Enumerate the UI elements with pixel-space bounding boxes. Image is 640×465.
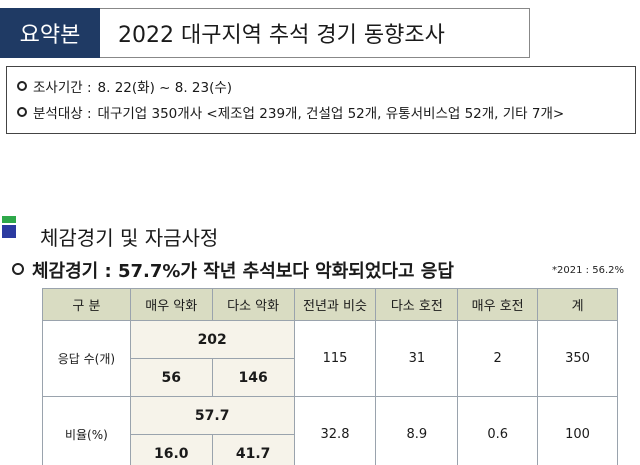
table-header-cell: 전년과 비슷 (293, 288, 377, 321)
section-title: 체감경기 및 자금사정 (40, 226, 219, 250)
somewhat-worse-cell: 146 (211, 358, 295, 397)
survey-target-label: 분석대상 : (33, 106, 92, 122)
sentiment-table: 구 분 매우 악화 다소 악화 전년과 비슷 다소 호전 매우 호전 계 응답 … (42, 288, 618, 465)
table-header-cell: 다소 악화 (211, 288, 295, 321)
survey-info-box: 조사기간 : 8. 22(화) ~ 8. 23(수) 분석대상 : 대구기업 3… (6, 66, 636, 134)
same-cell: 32.8 (293, 396, 377, 465)
total-cell: 100 (537, 396, 618, 465)
same-cell: 115 (293, 320, 377, 397)
summary-badge: 요약본 (0, 8, 100, 58)
total-cell: 350 (537, 320, 618, 397)
page-title: 2022 대구지역 추석 경기 동향조사 (100, 8, 530, 58)
table-row: 16.0 41.7 (43, 434, 618, 465)
subsection-header: 체감경기 : 57.7%가 작년 추석보다 악화되었다고 응답 *2021 : … (10, 256, 640, 282)
row-label: 비율(%) (42, 396, 131, 465)
subsection-title: 체감경기 : 57.7%가 작년 추석보다 악화되었다고 응답 (32, 261, 454, 282)
worse-combined-cell: 57.7 (129, 396, 295, 435)
very-better-cell: 0.6 (457, 396, 539, 465)
somewhat-worse-cell: 41.7 (211, 434, 295, 465)
table-header-cell: 구 분 (42, 288, 131, 321)
table-header-cell: 다소 호전 (375, 288, 459, 321)
section-marker-icon (2, 216, 16, 238)
table-row: 56 146 (43, 358, 618, 397)
survey-target-value: 대구기업 350개사 <제조업 239개, 건설업 52개, 유통서비스업 52… (97, 106, 565, 122)
table-header-cell: 매우 악화 (129, 288, 213, 321)
table-header-row: 구 분 매우 악화 다소 악화 전년과 비슷 다소 호전 매우 호전 계 (42, 288, 618, 321)
table-row: 비율(%) 57.7 32.8 8.9 0.6 100 (42, 396, 618, 465)
very-worse-cell: 56 (129, 358, 213, 397)
bullet-circle-icon (17, 81, 27, 91)
very-better-cell: 2 (457, 320, 539, 397)
header: 요약본 2022 대구지역 추석 경기 동향조사 (0, 0, 640, 60)
table-header-cell: 계 (537, 288, 618, 321)
comparison-footnote: *2021 : 56.2% (552, 265, 624, 276)
bullet-circle-icon (17, 107, 27, 117)
survey-period-value: 8. 22(화) ~ 8. 23(수) (97, 80, 233, 96)
survey-period-label: 조사기간 : (33, 80, 92, 96)
table-row: 응답 수(개) 202 115 31 2 350 (42, 320, 618, 397)
worse-combined-cell: 202 (129, 320, 295, 359)
survey-target-line: 분석대상 : 대구기업 350개사 <제조업 239개, 건설업 52개, 유통… (17, 99, 625, 125)
bullet-circle-icon (12, 263, 24, 275)
somewhat-better-cell: 8.9 (375, 396, 459, 465)
somewhat-better-cell: 31 (375, 320, 459, 397)
survey-period-line: 조사기간 : 8. 22(화) ~ 8. 23(수) (17, 73, 625, 99)
row-label: 응답 수(개) (42, 320, 131, 397)
table-header-cell: 매우 호전 (457, 288, 539, 321)
very-worse-cell: 16.0 (129, 434, 213, 465)
